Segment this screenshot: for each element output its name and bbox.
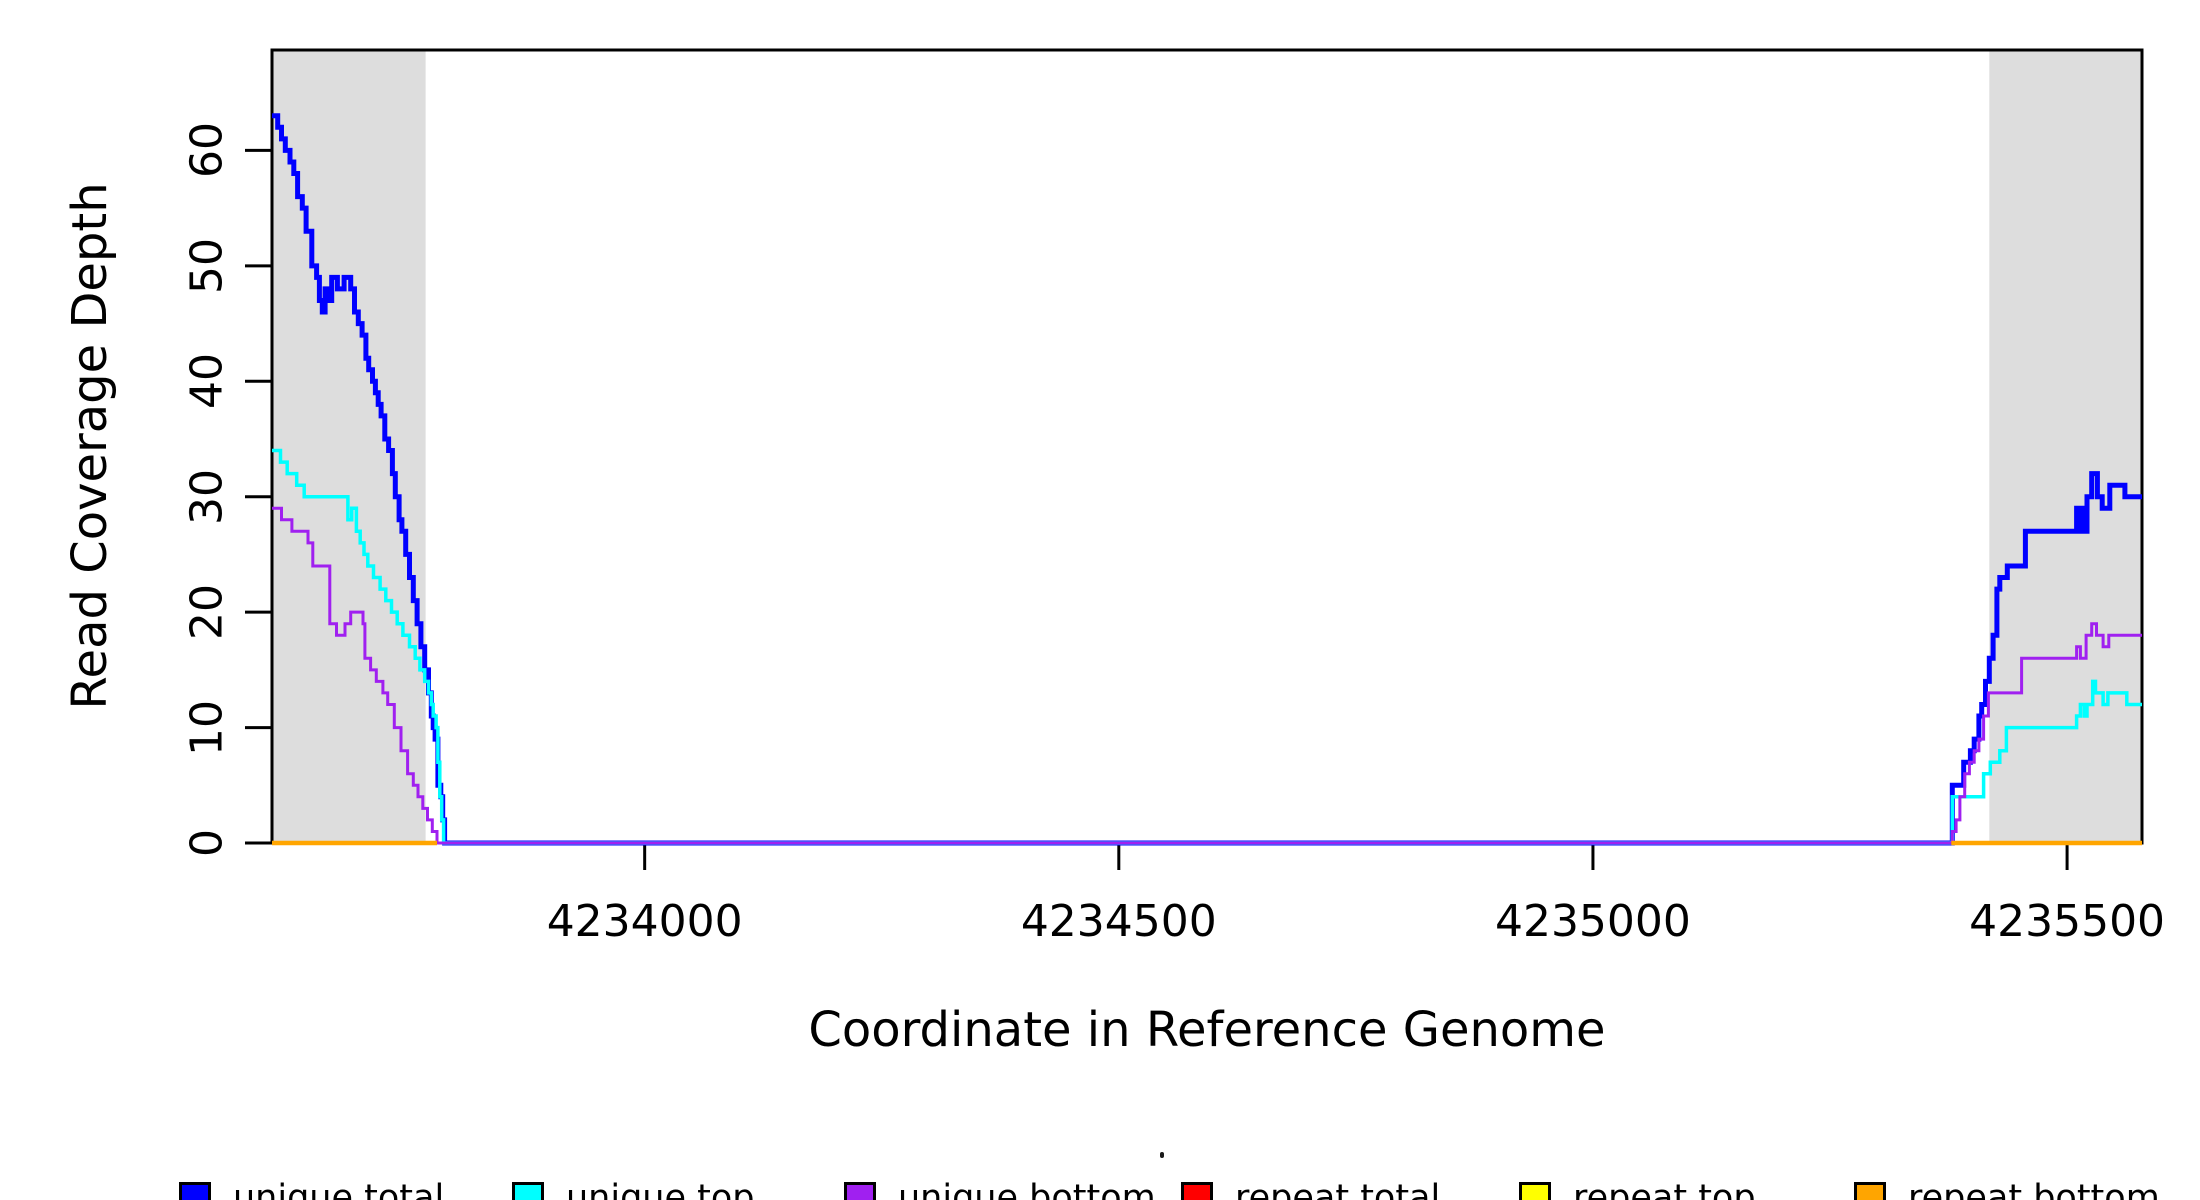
legend-item-repeat-bottom: repeat bottom: [1854, 1178, 2160, 1200]
legend-label: unique top: [566, 1178, 755, 1200]
legend-swatch-icon: [1181, 1182, 1213, 1200]
legend-swatch-icon: [1854, 1182, 1886, 1200]
y-tick-label-6: 60: [181, 122, 233, 179]
legend-item-repeat-total: repeat total: [1181, 1178, 1441, 1200]
legend-item-unique-top: unique top: [512, 1178, 755, 1200]
legend-swatch-icon: [844, 1182, 876, 1200]
x-tick-label-2: 4235000: [1494, 896, 1691, 947]
legend-swatch-icon: [179, 1182, 211, 1200]
repeat-region-shading-1: [1989, 50, 2142, 843]
y-tick-label-5: 50: [181, 237, 233, 294]
series-unique-bottom: [272, 506, 2142, 845]
x-tick-label-0: 4234000: [546, 896, 743, 947]
legend-item-unique-total: unique total: [179, 1178, 445, 1200]
series-unique-total: [272, 113, 2142, 846]
legend-label: repeat bottom: [1908, 1178, 2160, 1200]
y-axis-title: Read Coverage Depth: [62, 182, 118, 710]
legend-label: repeat top: [1573, 1178, 1756, 1200]
y-tick-label-1: 10: [181, 699, 233, 756]
x-axis-title: Coordinate in Reference Genome: [808, 1002, 1606, 1058]
series-unique-top: [272, 448, 2142, 845]
y-tick-label-0: 0: [181, 829, 233, 857]
plot-box: [270, 48, 2144, 845]
x-tick-label-3: 4235500: [1969, 896, 2166, 947]
legend-item-repeat-top: repeat top: [1519, 1178, 1756, 1200]
legend-label: repeat total: [1235, 1178, 1441, 1200]
y-tick-label-4: 40: [181, 353, 233, 410]
stray-mark-artifact: [1160, 1152, 1164, 1158]
y-tick-label-2: 20: [181, 584, 233, 641]
y-tick-label-3: 30: [181, 468, 233, 525]
x-tick-label-1: 4234500: [1020, 896, 1217, 947]
legend-label: unique total: [233, 1178, 445, 1200]
legend-swatch-icon: [1519, 1182, 1551, 1200]
legend-label: unique bottom: [898, 1178, 1156, 1200]
legend-swatch-icon: [512, 1182, 544, 1200]
legend-item-unique-bottom: unique bottom: [844, 1178, 1156, 1200]
